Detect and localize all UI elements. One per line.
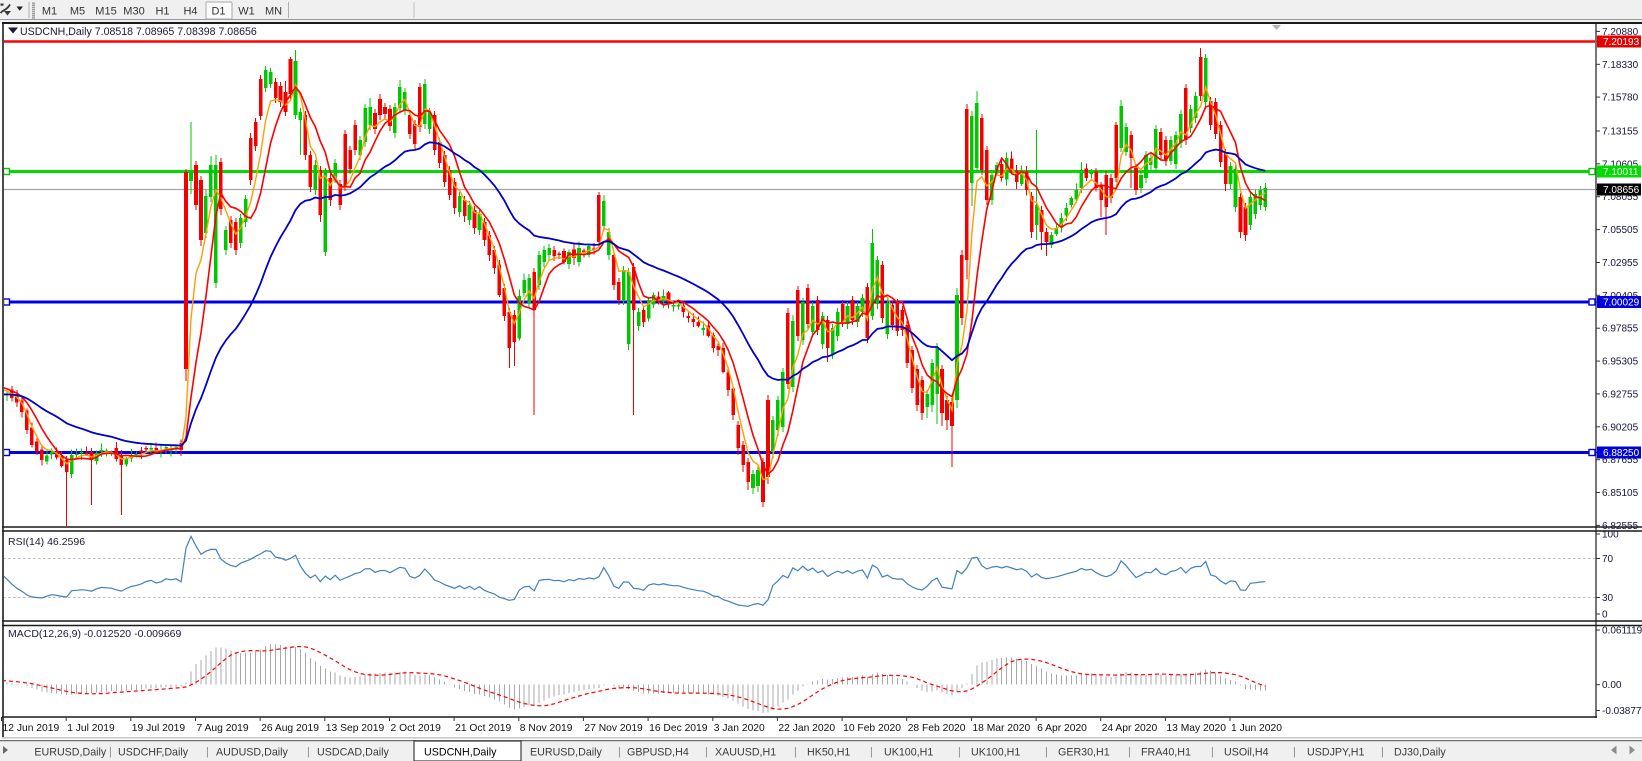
svg-text:D1: D1 [211, 6, 225, 18]
svg-text:RSI(14) 46.2596: RSI(14) 46.2596 [8, 536, 85, 548]
svg-text:USDCAD,Daily: USDCAD,Daily [317, 747, 390, 759]
svg-text:19 Jul 2019: 19 Jul 2019 [132, 723, 186, 734]
svg-text:7.10605: 7.10605 [1602, 159, 1639, 170]
svg-text:|: | [1128, 746, 1131, 758]
svg-text:1 Jul 2019: 1 Jul 2019 [67, 723, 115, 734]
svg-text:13 Sep 2019: 13 Sep 2019 [326, 723, 385, 734]
svg-text:GER30,H1: GER30,H1 [1058, 747, 1110, 759]
svg-text:|: | [794, 746, 797, 758]
svg-text:22 Jan 2020: 22 Jan 2020 [778, 723, 835, 734]
svg-text:M5: M5 [70, 6, 85, 18]
svg-text:-0.038777: -0.038777 [1602, 706, 1642, 717]
svg-text:6.90205: 6.90205 [1602, 422, 1639, 433]
svg-text:6.87655: 6.87655 [1602, 455, 1639, 466]
svg-text:30: 30 [1602, 593, 1614, 604]
svg-text:7.08055: 7.08055 [1602, 192, 1639, 203]
svg-text:|: | [1211, 746, 1214, 758]
svg-text:|: | [705, 746, 708, 758]
svg-text:26 Aug 2019: 26 Aug 2019 [261, 723, 319, 734]
svg-text:7.20880: 7.20880 [1602, 27, 1639, 38]
svg-text:8 Nov 2019: 8 Nov 2019 [520, 723, 573, 734]
svg-text:USDCNH,Daily 7.08518 7.08965: USDCNH,Daily 7.08518 7.08965 7.08398 7.0… [20, 26, 257, 38]
svg-text:M1: M1 [42, 6, 57, 18]
svg-text:10 Feb 2020: 10 Feb 2020 [843, 723, 901, 734]
svg-text:100: 100 [1602, 530, 1619, 541]
svg-text:AUDUSD,Daily: AUDUSD,Daily [216, 747, 289, 759]
svg-text:6.88250: 6.88250 [1603, 448, 1640, 459]
svg-text:0: 0 [1602, 610, 1608, 621]
svg-text:12 Jun 2019: 12 Jun 2019 [3, 723, 60, 734]
svg-text:6.95305: 6.95305 [1602, 357, 1639, 368]
svg-text:7 Aug 2019: 7 Aug 2019 [197, 723, 249, 734]
svg-text:|: | [307, 746, 310, 758]
svg-text:|: | [1381, 746, 1384, 758]
svg-text:|: | [618, 746, 621, 758]
svg-text:M30: M30 [123, 6, 144, 18]
svg-text:|: | [206, 746, 209, 758]
svg-text:7.05505: 7.05505 [1602, 225, 1639, 236]
svg-text:6.82555: 6.82555 [1602, 521, 1639, 532]
svg-text:7.08656: 7.08656 [1603, 185, 1640, 196]
svg-text:EURUSD,Daily: EURUSD,Daily [530, 747, 603, 759]
svg-text:W1: W1 [238, 6, 255, 18]
svg-text:H4: H4 [183, 6, 197, 18]
svg-text:MACD(12,26,9) -0.012520 -0.009: MACD(12,26,9) -0.012520 -0.009669 [8, 628, 182, 640]
svg-text:3 Jan 2020: 3 Jan 2020 [714, 723, 765, 734]
svg-text:0.061119: 0.061119 [1602, 626, 1642, 637]
svg-text:70: 70 [1602, 554, 1614, 565]
svg-text:|: | [958, 746, 961, 758]
svg-text:GBPUSD,H4: GBPUSD,H4 [627, 747, 689, 759]
svg-text:0.00: 0.00 [1602, 680, 1622, 691]
svg-text:USDCHF,Daily: USDCHF,Daily [118, 747, 189, 759]
svg-text:7.13155: 7.13155 [1602, 127, 1639, 138]
svg-text:18 Mar 2020: 18 Mar 2020 [972, 723, 1030, 734]
svg-text:UK100,H1: UK100,H1 [971, 747, 1020, 759]
svg-text:7.00029: 7.00029 [1603, 298, 1640, 309]
svg-text:27 Nov 2019: 27 Nov 2019 [584, 723, 643, 734]
svg-text:XAUUSD,H1: XAUUSD,H1 [715, 747, 776, 759]
svg-text:7.18330: 7.18330 [1602, 60, 1639, 71]
svg-text:|: | [109, 746, 112, 758]
svg-text:UK100,H1: UK100,H1 [884, 747, 933, 759]
svg-text:USOil,H4: USOil,H4 [1224, 747, 1269, 759]
svg-text:28 Feb 2020: 28 Feb 2020 [908, 723, 966, 734]
svg-text:|: | [870, 746, 873, 758]
svg-text:|: | [1045, 746, 1048, 758]
svg-text:7.02955: 7.02955 [1602, 258, 1639, 269]
svg-text:1 Jun 2020: 1 Jun 2020 [1231, 723, 1282, 734]
svg-text:21 Oct 2019: 21 Oct 2019 [455, 723, 511, 734]
svg-text:6.85105: 6.85105 [1602, 488, 1639, 499]
svg-text:2 Oct 2019: 2 Oct 2019 [391, 723, 442, 734]
svg-text:7.10011: 7.10011 [1603, 167, 1639, 178]
svg-text:|: | [1293, 746, 1296, 758]
svg-text:USDCNH,Daily: USDCNH,Daily [424, 747, 497, 759]
svg-text:EURUSD,Daily: EURUSD,Daily [34, 747, 107, 759]
svg-text:H1: H1 [155, 6, 169, 18]
svg-text:13 May 2020: 13 May 2020 [1166, 723, 1226, 734]
svg-text:16 Dec 2019: 16 Dec 2019 [649, 723, 708, 734]
svg-text:USDJPY,H1: USDJPY,H1 [1307, 747, 1364, 759]
svg-text:DJ30,Daily: DJ30,Daily [1394, 747, 1446, 759]
svg-text:HK50,H1: HK50,H1 [807, 747, 850, 759]
svg-text:7.20193: 7.20193 [1603, 37, 1640, 48]
svg-text:MN: MN [265, 6, 282, 18]
svg-text:6.92755: 6.92755 [1602, 389, 1639, 400]
svg-text:7.15780: 7.15780 [1602, 93, 1639, 104]
svg-text:6 Apr 2020: 6 Apr 2020 [1037, 723, 1087, 734]
svg-text:24 Apr 2020: 24 Apr 2020 [1102, 723, 1158, 734]
svg-text:FRA40,H1: FRA40,H1 [1141, 747, 1191, 759]
svg-text:6.97855: 6.97855 [1602, 324, 1639, 335]
svg-text:M15: M15 [95, 6, 116, 18]
